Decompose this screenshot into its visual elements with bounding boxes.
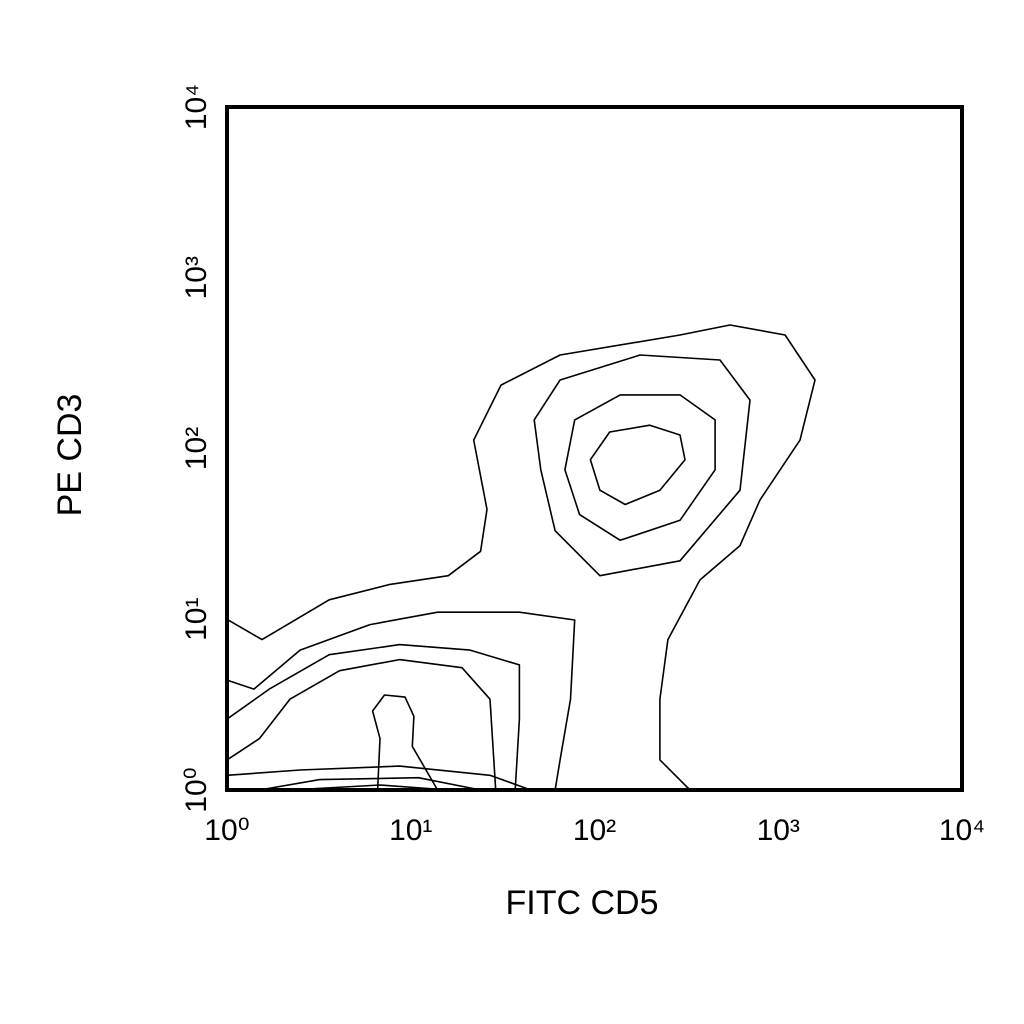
contour-line xyxy=(533,354,751,577)
y-tick-label: 10⁰ xyxy=(180,767,213,812)
contour-line xyxy=(226,324,816,791)
contour-line xyxy=(371,694,439,791)
plot-frame xyxy=(225,105,964,792)
contour-line xyxy=(226,765,532,791)
contour-line xyxy=(564,394,716,542)
y-axis-label: PE CD3 xyxy=(51,394,89,517)
contour-line xyxy=(226,611,576,791)
x-tick-label: 10⁰ xyxy=(204,814,249,847)
y-tick-label: 10³ xyxy=(180,256,213,299)
contour-line xyxy=(226,643,521,791)
x-axis-label: FITC CD5 xyxy=(506,884,659,922)
y-tick-label: 10⁴ xyxy=(180,84,213,130)
x-tick-label: 10¹ xyxy=(389,814,432,847)
x-tick-label: 10² xyxy=(573,814,616,847)
contour-line xyxy=(226,658,497,791)
contour-line xyxy=(259,776,481,791)
y-tick-label: 10¹ xyxy=(180,598,213,641)
contour-line xyxy=(589,424,686,506)
y-tick-label: 10² xyxy=(180,427,213,470)
x-tick-label: 10⁴ xyxy=(939,814,985,847)
x-tick-label: 10³ xyxy=(757,814,800,847)
